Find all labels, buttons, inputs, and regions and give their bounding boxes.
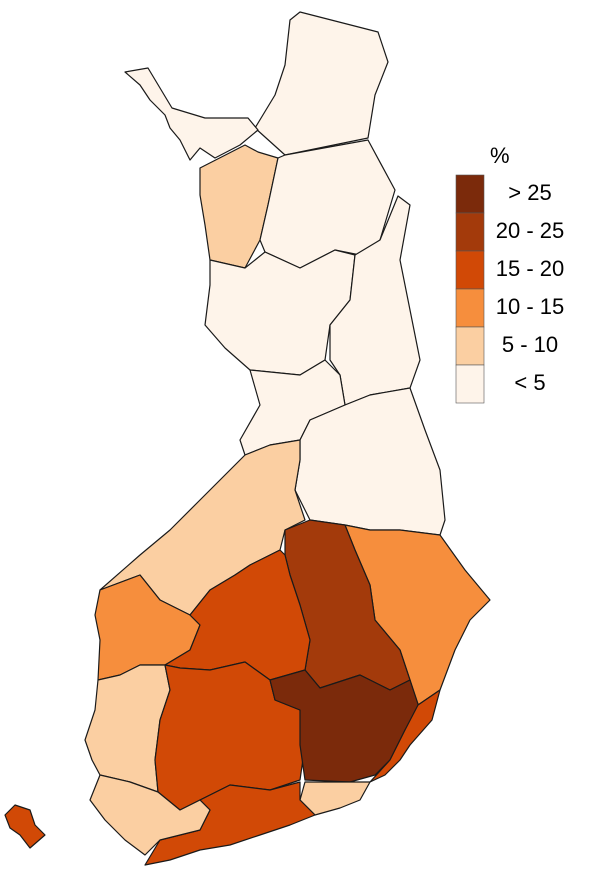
region	[154, 661, 306, 811]
legend-swatch	[455, 288, 485, 328]
legend-label: 20 - 25	[496, 218, 565, 243]
region	[89, 774, 211, 856]
region	[259, 139, 396, 269]
legend-swatch	[455, 364, 485, 404]
legend-label: 5 - 10	[502, 332, 558, 357]
legend-label: 15 - 20	[496, 256, 565, 281]
legend-label: 10 - 15	[496, 294, 565, 319]
legend-swatch	[455, 174, 485, 214]
legend-label: < 5	[514, 370, 545, 395]
region	[164, 549, 311, 681]
legend-swatch	[455, 326, 485, 366]
legend-title: %	[490, 143, 510, 168]
region	[124, 67, 259, 161]
region	[4, 804, 46, 849]
regions	[4, 11, 491, 866]
legend-label: > 25	[508, 180, 551, 205]
legend-swatch	[455, 250, 485, 290]
legend-swatch	[455, 212, 485, 252]
region	[369, 689, 441, 783]
legend: % > 25 20 - 25 15 - 20 10 - 15 5 - 10 < 5	[455, 143, 565, 404]
region	[254, 11, 389, 156]
